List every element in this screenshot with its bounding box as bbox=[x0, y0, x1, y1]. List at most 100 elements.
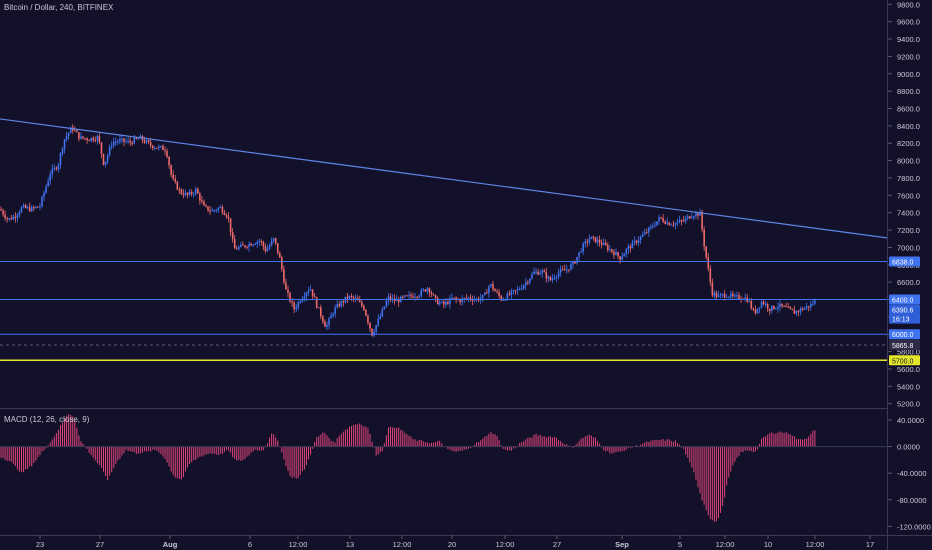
candle-body bbox=[20, 207, 23, 213]
candle-body bbox=[611, 249, 613, 252]
candle-body bbox=[775, 308, 777, 310]
candle-body bbox=[525, 282, 527, 286]
candle-body bbox=[246, 246, 248, 248]
candle-body bbox=[721, 294, 724, 296]
candle-body bbox=[506, 293, 509, 300]
candle-body bbox=[779, 303, 781, 307]
candle-body bbox=[115, 141, 117, 143]
candle-body bbox=[377, 318, 379, 326]
price-tick-label: 9200.0 bbox=[897, 52, 920, 61]
candle-body bbox=[332, 313, 334, 316]
price-tick-label: 7600.0 bbox=[897, 191, 920, 200]
candle-body bbox=[160, 146, 162, 148]
candle-body bbox=[488, 286, 490, 294]
candle-body bbox=[182, 193, 185, 196]
price-label-text: 6838.0 bbox=[892, 259, 914, 266]
candle-body bbox=[340, 301, 343, 307]
candle-body bbox=[455, 297, 457, 300]
candle-body bbox=[145, 140, 148, 143]
price-label-text: 6000.0 bbox=[892, 332, 914, 339]
candle-body bbox=[512, 290, 515, 292]
candle-body bbox=[389, 296, 392, 300]
time-axis[interactable]: 23 27 Aug 6 12:00 13 12:00 20 12:00 27 Sep 5 12:00 10… bbox=[36, 535, 874, 549]
candle-body bbox=[176, 181, 179, 190]
candle-body bbox=[551, 278, 554, 281]
candle-body bbox=[65, 136, 68, 140]
candle-body bbox=[412, 296, 414, 298]
candle-body bbox=[430, 292, 433, 295]
candle-body bbox=[133, 137, 136, 144]
price-tick-label: 7400.0 bbox=[897, 209, 920, 218]
candle-body bbox=[809, 303, 812, 308]
macd-axis[interactable]: 40.0000 0.0000 -40.0000 -80.0000 -120.0000 bbox=[888, 416, 931, 531]
candle-body bbox=[727, 296, 730, 298]
candle-body bbox=[705, 246, 707, 258]
candle-body bbox=[24, 205, 27, 208]
candle-body bbox=[543, 270, 546, 273]
candle-body bbox=[426, 288, 429, 292]
candle-body bbox=[617, 252, 619, 257]
candle-body bbox=[447, 301, 449, 304]
candle-body bbox=[607, 245, 609, 250]
candle-body bbox=[76, 130, 78, 133]
candle-body bbox=[586, 241, 589, 243]
macd-indicator-label[interactable]: MACD (12, 26, close, 9) bbox=[4, 415, 90, 424]
time-tick-label: 12:00 bbox=[716, 540, 735, 549]
candle-body bbox=[303, 296, 306, 299]
candle-body bbox=[535, 271, 537, 273]
candle-body bbox=[414, 296, 416, 298]
candle-body bbox=[473, 299, 476, 301]
candle-body bbox=[180, 189, 183, 194]
candle-body bbox=[313, 296, 316, 298]
candle-body bbox=[793, 310, 796, 314]
candle-body bbox=[662, 218, 664, 222]
candle-body bbox=[322, 316, 324, 322]
candle-body bbox=[235, 248, 238, 250]
candle-body bbox=[49, 174, 51, 181]
candle-body bbox=[16, 215, 19, 219]
candle-body bbox=[301, 298, 304, 302]
candle-body bbox=[529, 278, 531, 283]
candle-body bbox=[39, 206, 41, 208]
price-label-text: 5700.0 bbox=[892, 358, 914, 365]
candle-body bbox=[18, 212, 21, 216]
candle-body bbox=[131, 142, 133, 144]
candle-body bbox=[190, 191, 193, 194]
candle-body bbox=[559, 269, 562, 273]
candle-body bbox=[467, 297, 470, 299]
candle-body bbox=[12, 216, 15, 220]
symbol-title[interactable]: Bitcoin / Dollar, 240, BITFINEX bbox=[4, 3, 114, 12]
candle-body bbox=[783, 305, 785, 307]
drawings-layer[interactable] bbox=[0, 118, 888, 361]
candle-body bbox=[192, 193, 195, 195]
candle-body bbox=[590, 236, 593, 240]
candle-body bbox=[317, 307, 320, 309]
candles-layer bbox=[0, 124, 816, 338]
price-labels: 6838.0 6400.0 6390.6 16:13 6000.0 5865.8 5700.… bbox=[889, 256, 920, 366]
candle-body bbox=[55, 167, 58, 170]
candle-body bbox=[147, 140, 150, 143]
candle-body bbox=[689, 216, 691, 219]
candle-body bbox=[643, 232, 646, 235]
candle-body bbox=[63, 139, 66, 149]
candle-body bbox=[658, 217, 660, 222]
candle-body bbox=[352, 296, 355, 299]
candle-body bbox=[748, 300, 751, 302]
price-tick-label: 9000.0 bbox=[897, 70, 920, 79]
price-label-box bbox=[889, 313, 920, 324]
candle-body bbox=[121, 138, 123, 140]
trend-line[interactable] bbox=[0, 118, 888, 239]
candle-body bbox=[162, 146, 164, 151]
candle-body bbox=[350, 296, 353, 298]
candle-body bbox=[225, 214, 228, 217]
candle-body bbox=[205, 205, 207, 207]
candle-body bbox=[215, 210, 218, 212]
price-tick-label: 5600.0 bbox=[897, 365, 920, 374]
candle-body bbox=[238, 246, 240, 250]
candle-body bbox=[752, 308, 755, 310]
candle-body bbox=[541, 270, 543, 274]
candle-body bbox=[334, 307, 336, 314]
candle-body bbox=[691, 216, 693, 219]
candle-body bbox=[172, 174, 174, 179]
